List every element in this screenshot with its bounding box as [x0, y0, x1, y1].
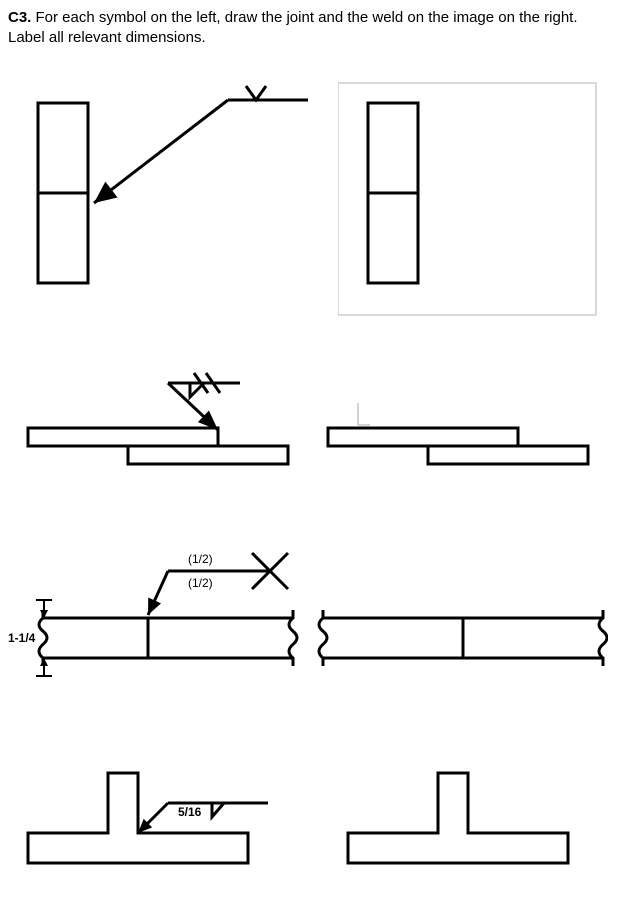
diagram-r3-right [308, 523, 608, 703]
diagram-r2-left [8, 343, 308, 493]
row-3-left: 1-1/4 (1/2) (1/2) [8, 523, 308, 703]
diagram-r3-left: 1-1/4 (1/2) (1/2) [8, 523, 308, 703]
row-4-right [308, 733, 608, 883]
svg-text:1-1/4: 1-1/4 [8, 631, 36, 645]
svg-text:5/16: 5/16 [178, 805, 202, 819]
row-4: 5/16 [8, 733, 616, 883]
question-prompt: C3. For each symbol on the left, draw th… [8, 8, 616, 49]
row-2 [8, 343, 616, 493]
diagram-r4-right [308, 733, 608, 883]
diagram-r1-left [8, 73, 338, 333]
diagram-r1-right [338, 73, 598, 333]
row-2-right [308, 343, 608, 493]
svg-text:(1/2): (1/2) [188, 552, 213, 566]
question-text: For each symbol on the left, draw the jo… [8, 9, 578, 46]
svg-text:(1/2): (1/2) [188, 576, 213, 590]
row-3-right [308, 523, 608, 703]
diagram-r4-left: 5/16 [8, 733, 308, 883]
row-1-left [8, 73, 338, 333]
row-2-left [8, 343, 308, 493]
row-4-left: 5/16 [8, 733, 308, 883]
row-1-right [338, 73, 598, 333]
diagram-r2-right [308, 343, 608, 493]
row-1 [8, 73, 616, 333]
row-3: 1-1/4 (1/2) (1/2) [8, 523, 616, 703]
question-label: C3. [8, 9, 31, 26]
